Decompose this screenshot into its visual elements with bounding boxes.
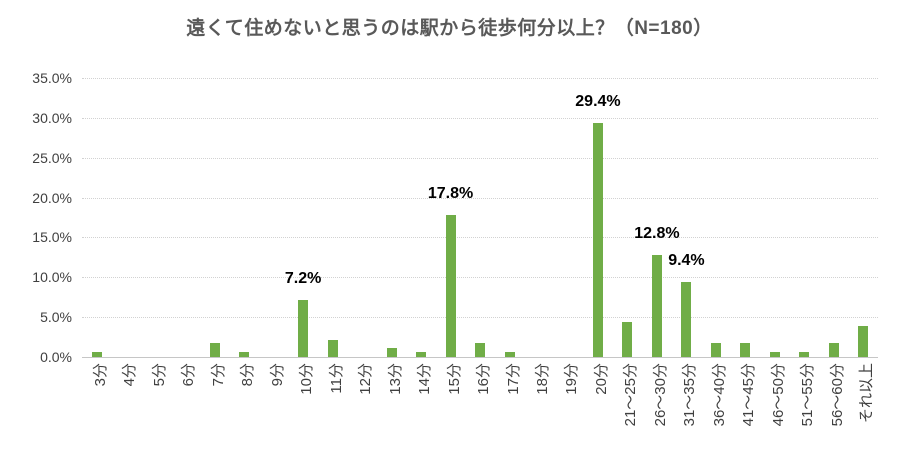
bar — [475, 343, 486, 357]
x-tick-label: 14分 — [416, 363, 433, 395]
gridline — [82, 117, 878, 119]
bar — [386, 348, 397, 357]
x-tick-label: 15分 — [445, 363, 463, 395]
x-tick-label: 16分 — [475, 363, 492, 395]
bar — [710, 343, 721, 357]
y-tick-label: 5.0% — [40, 309, 72, 326]
y-tick-label: 0.0% — [40, 349, 72, 365]
bar-series: 7.2% 17.8% 29.4% 12.8% 9.4% — [82, 78, 878, 357]
x-tick-label: 41～45分 — [740, 363, 758, 427]
bar-slot — [465, 78, 494, 357]
x-tick-label: 31～35分 — [681, 363, 699, 427]
gridline — [82, 78, 878, 79]
y-tick-label: 35.0% — [32, 70, 72, 86]
x-tick-label: 17分 — [504, 363, 522, 395]
bar-slot: 17.8% — [428, 78, 473, 357]
bar — [828, 343, 839, 357]
gridline — [82, 237, 878, 239]
bar-slot — [377, 78, 406, 357]
bar — [239, 352, 250, 357]
bar-slot — [524, 78, 553, 357]
bar-slot — [554, 78, 583, 357]
x-tick-label: 26～30分 — [651, 363, 669, 427]
bar-slot — [170, 78, 199, 357]
bar — [504, 352, 515, 357]
x-tick-label: 7分 — [209, 363, 227, 387]
x-tick-label: 18分 — [534, 363, 551, 395]
x-tick-label: 6分 — [180, 363, 198, 387]
x-tick-label: 9分 — [268, 363, 286, 387]
bar-slot — [819, 78, 848, 357]
bar-slot — [790, 78, 819, 357]
bar-slot — [613, 78, 642, 357]
y-tick-label: 15.0% — [32, 229, 72, 246]
y-tick-label: 25.0% — [32, 149, 72, 166]
bar — [858, 325, 869, 357]
bar-slot: 12.8% — [634, 78, 680, 357]
x-tick-label: 19分 — [563, 363, 581, 395]
bar-slot — [347, 78, 376, 357]
bar — [622, 321, 633, 357]
gridline — [82, 157, 878, 159]
bar-slot — [406, 78, 435, 357]
data-label: 12.8% — [634, 225, 680, 242]
bar — [740, 343, 751, 357]
bar-slot — [111, 78, 140, 357]
bar — [651, 255, 662, 357]
bar-slot — [229, 78, 258, 357]
data-label: 9.4% — [668, 252, 705, 270]
y-tick-label: 30.0% — [32, 109, 72, 126]
x-axis-tick-labels: 3分 4分 5分 6分 7分 8分 9分 10分 11分 12分 13分 14分 15分 16分 17分 18… — [82, 363, 878, 466]
bar-slot — [701, 78, 730, 357]
bar-slot — [141, 78, 170, 357]
x-tick-label: 20分 — [592, 363, 610, 395]
bar-slot — [760, 78, 789, 357]
gridline — [82, 197, 878, 199]
bar-slot: 29.4% — [575, 78, 621, 357]
bar-slot: 7.2% — [285, 78, 321, 357]
bar — [681, 282, 692, 357]
x-tick-label: 56～60分 — [828, 363, 846, 427]
x-tick-label: 3分 — [91, 363, 109, 387]
bar-slot: 9.4% — [668, 78, 705, 357]
x-tick-label: 5分 — [150, 363, 168, 387]
x-tick-label: 4分 — [121, 363, 139, 387]
bar — [298, 299, 309, 357]
plot-area: 7.2% 17.8% 29.4% 12.8% 9.4% — [82, 78, 878, 358]
gridline — [82, 317, 878, 319]
chart-title: 遠くて住めないと思うのは駅から徒歩何分以上？（N=180） — [186, 18, 713, 39]
bar-slot — [731, 78, 760, 357]
x-tick-label: 13分 — [386, 363, 404, 395]
x-tick-label: 10分 — [298, 363, 316, 395]
bar — [209, 343, 220, 357]
y-tick-label: 20.0% — [32, 189, 72, 206]
x-tick-label: 8分 — [239, 363, 257, 387]
gridline — [82, 277, 878, 279]
data-label: 29.4% — [575, 92, 621, 110]
data-label: 17.8% — [427, 185, 474, 203]
bar-slot — [82, 78, 111, 357]
bar — [445, 215, 456, 357]
bar-slot — [259, 78, 288, 357]
x-tick-label: それ以上 — [858, 363, 876, 424]
bar-slot — [495, 78, 524, 357]
bar — [592, 122, 603, 357]
bar-slot — [849, 78, 878, 357]
bar — [799, 352, 810, 357]
x-tick-label: 12分 — [357, 363, 375, 395]
x-tick-label: 21～25分 — [622, 363, 640, 427]
bar-slot — [318, 78, 347, 357]
x-tick-label: 51～55分 — [799, 363, 817, 427]
bar — [416, 352, 427, 357]
bar — [327, 339, 338, 357]
y-tick-label: 10.0% — [32, 269, 72, 286]
x-tick-label: 46～50分 — [769, 363, 787, 427]
bar — [91, 352, 102, 357]
bar-slot — [200, 78, 229, 357]
x-tick-label: 11分 — [327, 363, 345, 394]
bar — [769, 352, 780, 357]
data-label: 7.2% — [284, 269, 322, 287]
x-tick-label: 36～40分 — [710, 363, 728, 427]
